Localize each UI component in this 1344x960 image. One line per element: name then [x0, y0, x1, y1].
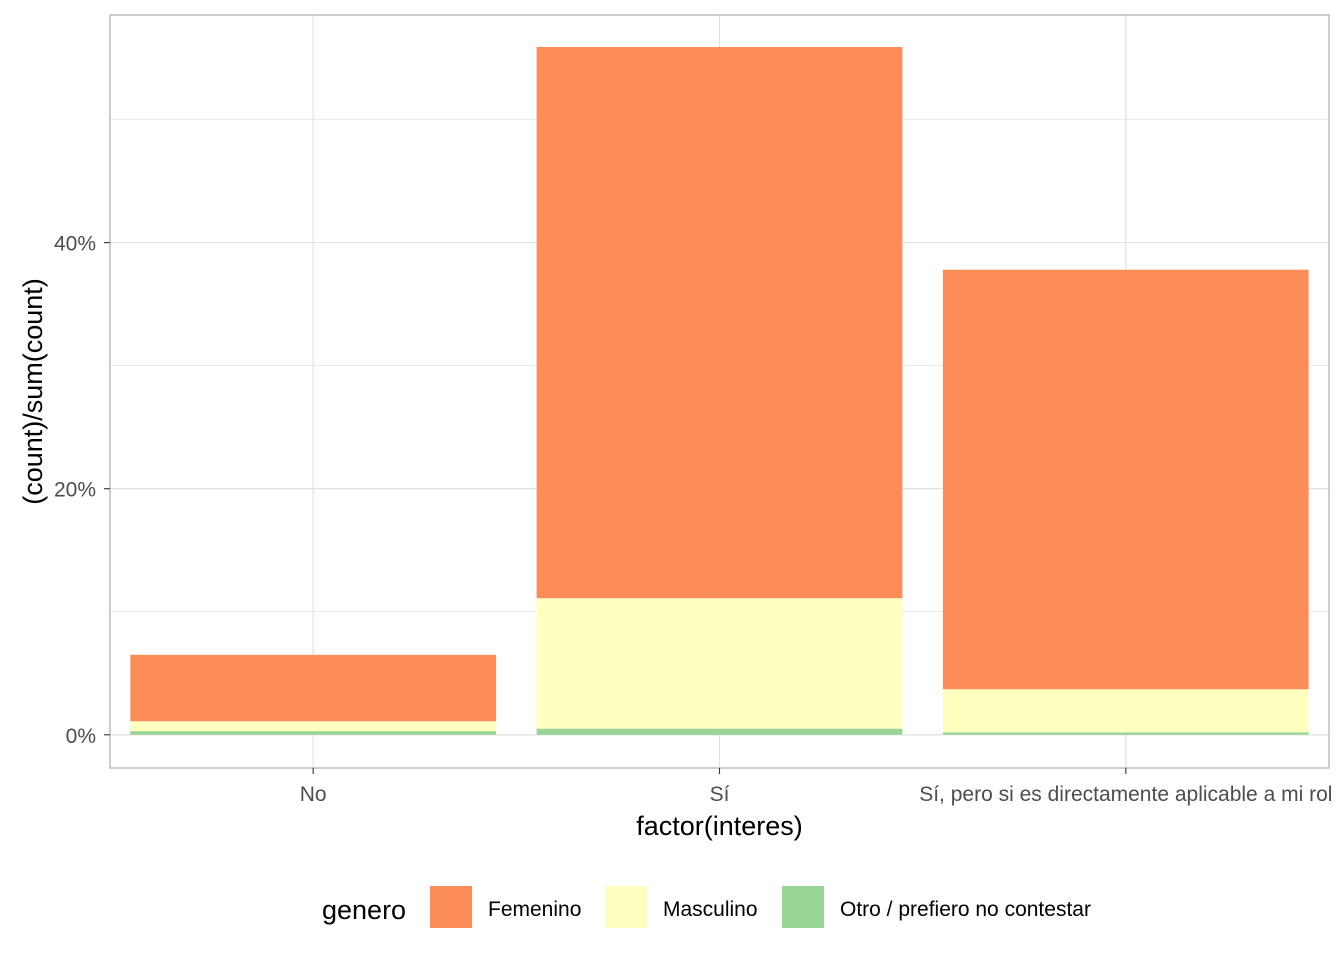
- x-tick-label: No: [300, 783, 327, 806]
- bar-segment-otro-prefiero-no-contestar: [942, 732, 1309, 735]
- legend-title: genero: [322, 895, 406, 925]
- bar-segment-femenino: [942, 269, 1309, 690]
- legend: genero Femenino Masculino Otro / prefiero …: [322, 886, 1091, 928]
- bars: [130, 46, 1309, 735]
- y-axis-title: (count)/sum(count): [18, 278, 48, 505]
- bar-segment-otro-prefiero-no-contestar: [130, 731, 497, 735]
- y-tick-label: 20%: [54, 479, 96, 502]
- legend-key-otro-prefiero-no-contestar: [782, 886, 824, 928]
- legend-key-femenino: [430, 886, 472, 928]
- bar-segment-masculino: [536, 598, 903, 729]
- bar-segment-otro-prefiero-no-contestar: [536, 728, 903, 735]
- x-axis-ticks: No Sí Sí, pero si es directamente aplicabl…: [300, 768, 1332, 806]
- legend-key-masculino: [605, 886, 647, 928]
- x-axis-title: factor(interes): [636, 811, 803, 841]
- y-tick-label: 0%: [66, 725, 96, 748]
- legend-label-femenino: Femenino: [488, 898, 581, 921]
- bar-segment-femenino: [130, 654, 497, 722]
- x-tick-label: Sí, pero si es directamente aplicable a …: [919, 783, 1332, 806]
- bar-segment-masculino: [130, 721, 497, 732]
- bar-segment-masculino: [942, 689, 1309, 733]
- legend-label-otro-prefiero-no-contestar: Otro / prefiero no contestar: [840, 898, 1091, 921]
- y-axis-ticks: 0% 20% 40%: [54, 233, 110, 748]
- legend-label-masculino: Masculino: [663, 898, 758, 921]
- y-tick-label: 40%: [54, 233, 96, 256]
- x-tick-label: Sí: [710, 783, 730, 806]
- bar-segment-femenino: [536, 46, 903, 599]
